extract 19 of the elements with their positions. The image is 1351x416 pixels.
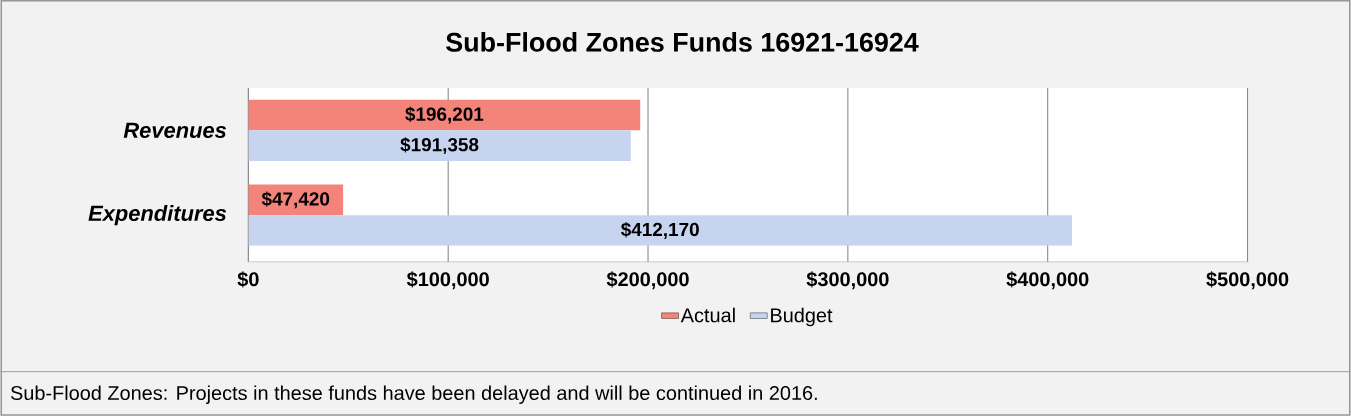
x-tick-label: $100,000	[406, 271, 489, 290]
data-label: $196,201	[405, 106, 484, 124]
x-tick-label: $0	[237, 271, 259, 288]
y-tick-label: Expenditures	[88, 205, 227, 226]
legend-label: Actual	[680, 307, 735, 323]
x-tick-label: $200,000	[606, 271, 689, 290]
x-tick-label: $300,000	[806, 271, 889, 290]
x-tick-label: $400,000	[1006, 271, 1089, 290]
y-tick-label: Revenues	[123, 122, 227, 139]
data-label: $412,170	[620, 222, 699, 240]
bar	[248, 130, 631, 162]
bar	[248, 99, 641, 131]
data-label: $47,420	[261, 191, 330, 209]
bar	[248, 215, 1073, 246]
legend-label: Budget	[771, 307, 833, 327]
text: Sub-Flood Zones: Projects in these funds have been delayed and will be continued in 2016.	[10, 385, 817, 405]
x-tick-label: $500,000	[1206, 271, 1289, 290]
data-label: $191,358	[400, 137, 479, 155]
chart-title: Sub-Flood Zones Funds 16921-16924	[446, 32, 919, 52]
